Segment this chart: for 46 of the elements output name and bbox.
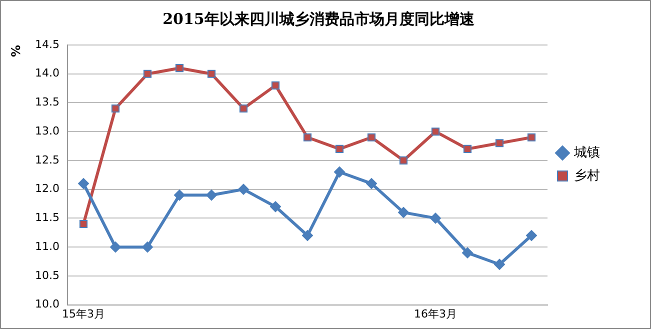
point [303,133,312,142]
point [335,144,344,153]
point [495,139,504,148]
point [78,178,89,190]
y-tick-label: 13.5 [34,96,60,109]
x-tick-label: 15年3月 [62,307,105,320]
point [79,220,88,228]
point [526,230,537,242]
point [206,190,217,201]
point [302,230,313,242]
point [174,190,185,201]
point [462,247,473,258]
point [270,201,281,212]
point [430,212,441,224]
legend-label: 城镇 [573,145,600,160]
point [494,258,505,270]
y-tick-label: 14.5 [34,38,60,51]
point [110,242,121,253]
point [366,178,377,190]
point [207,70,216,78]
y-tick-label: 12.5 [34,153,60,166]
x-tick-label: 16年3月 [414,307,457,320]
point [271,81,280,90]
point [527,133,536,142]
point [239,104,248,113]
y-tick-label: 11.0 [34,240,60,253]
point [431,128,440,136]
chart-title: 2015年以来四川城乡消费品市场月度同比增速 [162,10,476,28]
point [399,156,408,164]
y-tick-label: 14.0 [34,66,60,80]
point [463,144,472,153]
y-tick-label: 13.0 [34,124,60,138]
point [334,166,345,178]
y-axis-title: % [9,44,24,58]
y-tick-label: 10.0 [34,298,60,311]
point [142,242,153,253]
y-tick-label: 12.0 [34,182,60,196]
point [175,64,184,72]
legend-label: 乡村 [574,168,600,184]
point [398,206,409,218]
point [367,133,376,142]
point [238,184,249,195]
point [111,104,120,113]
point [143,70,152,78]
y-tick-label: 11.5 [34,211,60,224]
y-tick-label: 10.5 [34,268,60,282]
